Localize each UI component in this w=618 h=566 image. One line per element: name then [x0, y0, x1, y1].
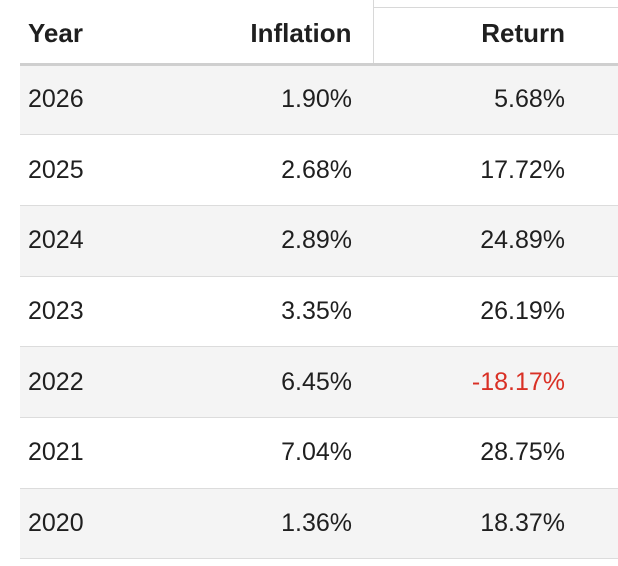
column-header-return[interactable]: Return	[373, 0, 618, 66]
cell-year: 2026	[20, 64, 141, 136]
cell-year: 2022	[20, 346, 141, 418]
column-header-year[interactable]: Year	[20, 0, 141, 66]
table-row: 2022 6.45% -18.17%	[20, 346, 618, 418]
cell-inflation: 2.68%	[141, 134, 373, 206]
cell-inflation: 6.45%	[141, 346, 373, 418]
cell-return: 26.19%	[373, 276, 618, 348]
table-row: 2025 2.68% 17.72%	[20, 134, 618, 206]
cell-return: 18.37%	[373, 488, 618, 560]
cell-year: 2023	[20, 276, 141, 348]
cell-return: 28.75%	[373, 417, 618, 489]
inflation-return-table: Year Inflation Return 2026 1.90% 5.68% 2025…	[20, 0, 618, 560]
table-row: 2026 1.90% 5.68%	[20, 64, 618, 136]
table-row: 2021 7.04% 28.75%	[20, 417, 618, 489]
table-row: 2024 2.89% 24.89%	[20, 205, 618, 277]
cell-return: -18.17%	[373, 346, 618, 418]
cell-return: 5.68%	[373, 64, 618, 136]
cell-inflation: 2.89%	[141, 205, 373, 277]
cell-inflation: 3.35%	[141, 276, 373, 348]
cell-inflation: 1.90%	[141, 64, 373, 136]
table-header-row: Year Inflation Return	[20, 0, 618, 66]
cell-return: 24.89%	[373, 205, 618, 277]
cell-inflation: 1.36%	[141, 488, 373, 560]
cell-year: 2024	[20, 205, 141, 277]
cell-year: 2025	[20, 134, 141, 206]
cell-year: 2020	[20, 488, 141, 560]
cell-year: 2021	[20, 417, 141, 489]
table-row: 2020 1.36% 18.37%	[20, 488, 618, 560]
cell-inflation: 7.04%	[141, 417, 373, 489]
cell-return: 17.72%	[373, 134, 618, 206]
table-row: 2023 3.35% 26.19%	[20, 276, 618, 348]
column-header-inflation[interactable]: Inflation	[141, 0, 374, 66]
